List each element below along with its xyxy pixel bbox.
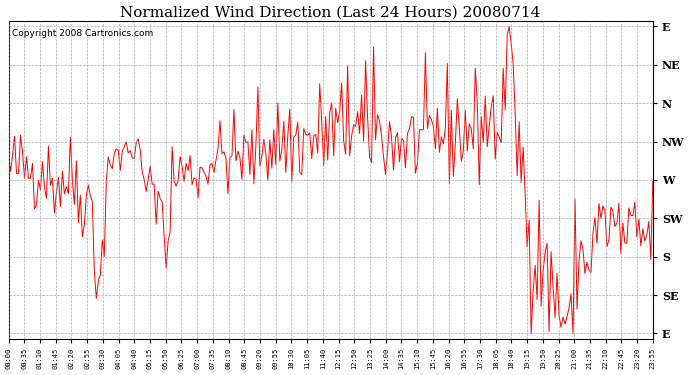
Text: Copyright 2008 Cartronics.com: Copyright 2008 Cartronics.com	[12, 28, 153, 38]
Title: Normalized Wind Direction (Last 24 Hours) 20080714: Normalized Wind Direction (Last 24 Hours…	[121, 6, 541, 20]
